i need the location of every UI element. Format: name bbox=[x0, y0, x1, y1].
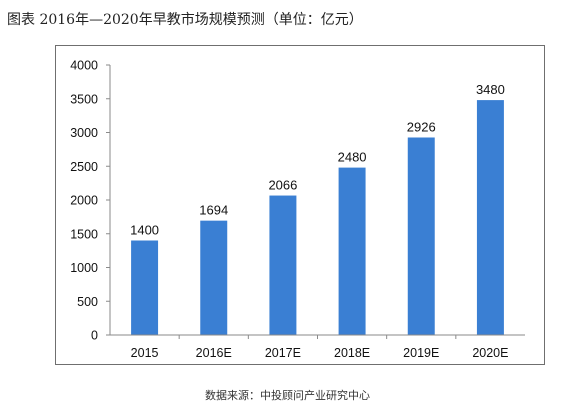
value-label: 2926 bbox=[407, 119, 436, 134]
y-tick-label: 3500 bbox=[70, 92, 98, 106]
y-tick-label: 3000 bbox=[70, 126, 98, 140]
bar bbox=[200, 220, 228, 335]
y-tick-label: 4000 bbox=[70, 59, 98, 73]
value-labels: 1400 1694 2066 2480 2926 3480 bbox=[130, 82, 505, 237]
bar bbox=[269, 195, 297, 335]
bar bbox=[338, 167, 366, 335]
x-axis-ticks: 2015 2016E 2017E 2018E 2019E 2020E bbox=[131, 335, 508, 360]
bar bbox=[407, 137, 435, 335]
value-label: 1694 bbox=[199, 203, 228, 218]
x-tick-label: 2020E bbox=[472, 346, 508, 360]
x-tick-label: 2017E bbox=[265, 346, 301, 360]
y-tick-label: 2500 bbox=[70, 160, 98, 174]
y-axis-ticks: 0 500 1000 1500 2000 2500 3000 3500 4000 bbox=[70, 59, 110, 343]
y-tick-label: 2000 bbox=[70, 194, 98, 208]
x-tick-label: 2015 bbox=[131, 346, 159, 360]
value-label: 1400 bbox=[130, 223, 159, 238]
x-tick-label: 2019E bbox=[403, 346, 439, 360]
source-note: 数据来源：中投顾问产业研究中心 bbox=[205, 389, 370, 402]
value-label: 3480 bbox=[476, 82, 505, 97]
value-label: 2480 bbox=[338, 150, 367, 165]
figure-title: 图表 2016年—2020年早教市场规模预测（单位：亿元） bbox=[7, 12, 363, 28]
y-tick-label: 1000 bbox=[70, 261, 98, 275]
value-label: 2066 bbox=[268, 178, 297, 193]
y-tick-label: 1500 bbox=[70, 227, 98, 241]
bars bbox=[131, 100, 504, 335]
y-tick-label: 0 bbox=[91, 329, 98, 343]
bar bbox=[476, 100, 504, 335]
x-tick-label: 2018E bbox=[334, 346, 370, 360]
bar bbox=[131, 240, 159, 335]
y-tick-label: 500 bbox=[77, 295, 98, 309]
x-tick-label: 2016E bbox=[196, 346, 232, 360]
